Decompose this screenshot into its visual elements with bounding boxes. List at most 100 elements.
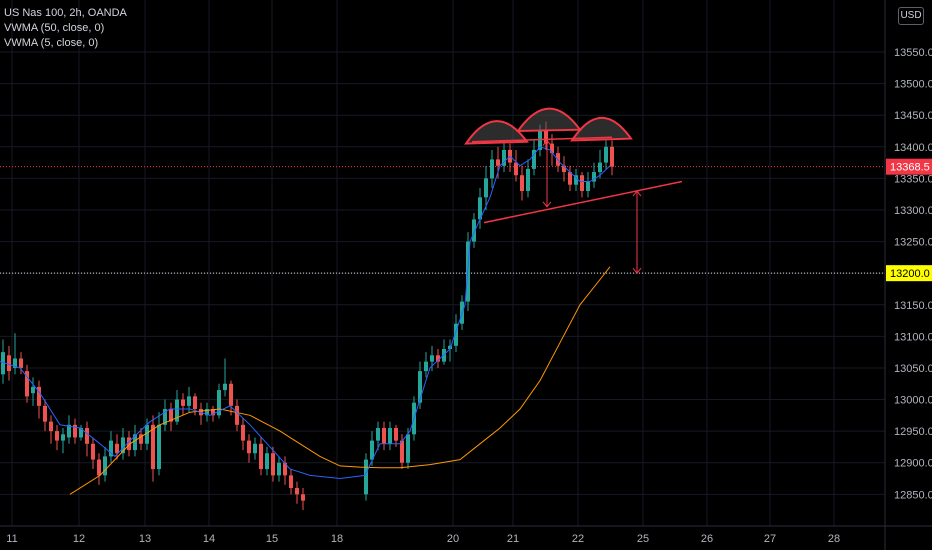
candle-up (604, 146, 608, 163)
time-axis: 11 12 13 14 15 18 20 21 22 25 26 27 28 (0, 525, 932, 545)
candle-up (424, 361, 428, 372)
candle-down (295, 488, 299, 495)
candle-down (127, 437, 131, 451)
price-tick-label: 13500.0 (894, 79, 932, 91)
candle-up (598, 162, 602, 173)
candle-up (448, 345, 452, 349)
candle-up (109, 440, 113, 457)
price-tick-label: 13550.0 (894, 47, 932, 59)
chart-legend: US Nas 100, 2h, OANDA VWMA (50, close, 0… (4, 6, 127, 51)
candle-down (229, 383, 233, 406)
candle-down (43, 405, 47, 422)
price-tick-label: 13350.0 (894, 173, 932, 185)
candle-down (169, 409, 173, 422)
price-tick-label: 12850.0 (894, 489, 932, 501)
candle-down (283, 462, 287, 476)
candle-down (271, 453, 275, 476)
candle-down (151, 424, 155, 470)
chart-grid (0, 0, 885, 526)
currency-button[interactable]: USD (898, 7, 924, 25)
candle-down (19, 358, 23, 368)
candle-down (382, 427, 386, 444)
time-tick-label: 28 (828, 533, 840, 545)
candle-up (145, 424, 149, 444)
candle-down (568, 172, 572, 185)
candle-up (175, 399, 179, 422)
candle-down (436, 355, 440, 362)
time-tick-label: 18 (331, 533, 343, 545)
indicator-vwma-50[interactable]: VWMA (50, close, 0) (4, 22, 105, 34)
price-tick-label: 13450.0 (894, 110, 932, 122)
candle-down (211, 409, 215, 416)
candle-up (67, 424, 71, 438)
head-shoulder-arc (516, 107, 582, 133)
pattern-drawings (464, 107, 683, 274)
price-tick-label: 13150.0 (894, 300, 932, 312)
price-tick-label: 13050.0 (894, 363, 932, 375)
head-shoulder-arc (570, 116, 633, 142)
target-level-tag (886, 265, 932, 282)
candle-down (181, 399, 185, 406)
candle-down (514, 162, 518, 176)
candle-up (253, 443, 257, 454)
symbol-title[interactable]: US Nas 100, 2h, OANDA (4, 7, 127, 19)
candle-down (37, 386, 41, 406)
candle-up (61, 434, 65, 441)
time-tick-label: 13 (139, 533, 151, 545)
candle-down (544, 130, 548, 144)
candle-down (7, 355, 11, 372)
target-projection-measure-arrow-top (632, 190, 642, 197)
candle-down (97, 459, 101, 476)
price-tick-label: 13300.0 (894, 205, 932, 217)
candles (1, 121, 614, 511)
candle-down (85, 427, 89, 444)
price-tick-label: 13100.0 (894, 331, 932, 343)
vwma-50-line (69, 266, 611, 495)
price-tick-label: 12900.0 (894, 458, 932, 470)
last-price-tag (886, 158, 932, 175)
candle-down (91, 443, 95, 460)
time-tick-label: 25 (637, 533, 649, 545)
candle-down (259, 443, 263, 470)
time-tick-label: 20 (447, 533, 459, 545)
candle-down (550, 143, 554, 154)
candle-up (484, 178, 488, 198)
last-price-tag-label: 13368.5 (890, 162, 930, 174)
time-tick-label: 11 (6, 533, 17, 545)
target-level-tag-label: 13200.0 (890, 268, 930, 280)
candle-up (133, 434, 137, 451)
price-tick-label: 13000.0 (894, 395, 932, 407)
pattern-height-measure-arrow-top (542, 139, 552, 146)
candle-down (25, 371, 29, 397)
candle-down (193, 396, 197, 410)
candle-up (532, 149, 536, 169)
candle-up (454, 323, 458, 346)
candle-down (49, 421, 53, 432)
candle-down (235, 405, 239, 425)
indicator-vwma-5[interactable]: VWMA (5, close, 0) (4, 37, 99, 49)
candle-down (562, 165, 566, 173)
time-tick-label: 21 (507, 533, 519, 545)
candle-up (502, 149, 506, 166)
time-tick-label: 22 (572, 533, 584, 545)
candle-up (157, 424, 161, 470)
candle-up (13, 358, 17, 368)
candle-up (31, 386, 35, 394)
candle-up (205, 409, 209, 416)
candle-up (277, 462, 281, 476)
candle-up (574, 175, 578, 185)
candle-up (121, 437, 125, 454)
price-levels (0, 166, 885, 274)
candle-down (139, 434, 143, 444)
candle-up (364, 459, 368, 495)
time-tick-label: 15 (266, 533, 278, 545)
candle-up (370, 440, 374, 460)
candle-up (265, 453, 269, 470)
candle-up (103, 456, 107, 476)
candle-up (478, 197, 482, 220)
candle-down (610, 146, 614, 167)
target-projection-measure-arrow-bottom (632, 267, 642, 274)
candle-down (247, 440, 251, 454)
candle-down (115, 443, 119, 454)
